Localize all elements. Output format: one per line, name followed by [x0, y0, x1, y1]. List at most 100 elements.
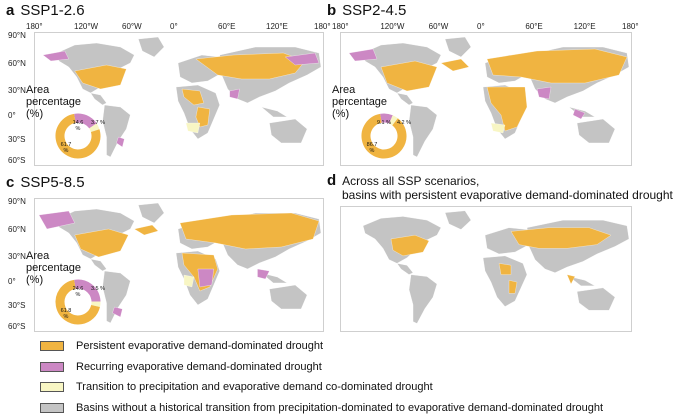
panel-b-map: [340, 32, 632, 166]
basin-persistent: [179, 212, 320, 250]
lon-tick-label: 60°E: [218, 22, 236, 31]
basin-persistent: [498, 263, 512, 275]
panel-b-title: SSP2-4.5: [342, 2, 407, 19]
land-southAmerica: [102, 270, 131, 324]
basin-persistent: [486, 48, 628, 84]
donut-label-transition: 4.2 %: [396, 120, 412, 126]
land-seAsia: [261, 272, 288, 284]
land-centralAmerica: [396, 92, 414, 106]
panel-d-letter: d: [327, 172, 337, 189]
basin-transition: [490, 122, 506, 134]
basin-recurring: [229, 88, 240, 100]
panel-c-header: c SSP5-8.5: [6, 174, 85, 191]
world-map-d: [362, 210, 630, 324]
basin-persistent: [510, 227, 612, 249]
legend-label-transition: Transition to precipitation and evaporat…: [76, 381, 433, 393]
donut-slice-recurring: [55, 279, 101, 325]
basin-recurring: [536, 86, 552, 100]
lon-tick-label: 0°: [170, 22, 178, 31]
lat-tick-label: 0°: [8, 277, 16, 287]
basin-persistent: [508, 280, 518, 294]
panel-d-subtitle: basins with persistent evaporative deman…: [342, 188, 673, 202]
basin-recurring: [284, 52, 320, 66]
panel-c-map: [34, 198, 324, 332]
donut-label-transition: 3.7 %: [90, 120, 106, 126]
panel-d-header: d Across all SSP scenarios, basins with p…: [327, 172, 673, 202]
world-map-c: [38, 202, 322, 324]
land-australia: [269, 284, 308, 310]
land-greenland: [138, 36, 165, 58]
basin-recurring: [572, 108, 586, 120]
donut-label-persistent: 86.7 %: [366, 142, 378, 154]
lat-tick-label: 30°N: [8, 252, 26, 262]
world-map-a: [42, 36, 322, 158]
land-seAsia: [568, 276, 596, 287]
land-greenland: [138, 202, 165, 224]
area-donut-chart: [361, 113, 407, 159]
land-greenland: [444, 210, 472, 230]
panel-c-title: SSP5-8.5: [20, 174, 85, 191]
panel-d-map: [340, 206, 632, 332]
basin-transition: [185, 122, 201, 134]
legend-item-persistent: Persistent evaporative demand-dominated …: [40, 340, 323, 352]
area-percentage-title: Area percentage (%): [332, 84, 388, 120]
basin-recurring: [116, 136, 125, 148]
legend-item-none: Basins without a historical transition f…: [40, 402, 603, 414]
donut-label-transition: 3.5 %: [90, 286, 106, 292]
basin-persistent: [566, 274, 576, 285]
land-centralAmerica: [90, 258, 107, 272]
legend-swatch-persistent: [40, 341, 64, 351]
basin-persistent: [440, 58, 470, 72]
donut-label-recurring: 14.6 %: [72, 120, 84, 132]
donut-label-recurring: 24.6 %: [72, 286, 84, 298]
basin-persistent: [195, 106, 210, 128]
basin-persistent: [181, 88, 205, 106]
basin-recurring: [38, 210, 75, 230]
legend-label-none: Basins without a historical transition f…: [76, 402, 604, 414]
basin-persistent: [133, 224, 159, 236]
donut-slice-recurring: [55, 113, 101, 159]
panel-a-header: a SSP1-2.6: [6, 2, 85, 19]
lat-tick-label: 60°S: [8, 322, 26, 332]
donut-label-persistent: 61.7 %: [60, 142, 72, 154]
panel-a-letter: a: [6, 2, 15, 19]
lon-tick-label: 120°W: [380, 22, 405, 31]
basin-recurring: [257, 268, 270, 280]
panel-b-header: b SSP2-4.5: [327, 2, 406, 19]
donut-label-recurring: 9.1 %: [376, 120, 392, 126]
lon-tick-label: 120°W: [74, 22, 99, 31]
lon-tick-label: 180°: [622, 22, 639, 31]
area-donut-chart: [55, 279, 101, 325]
lon-tick-label: 60°W: [428, 22, 449, 31]
land-australia: [576, 118, 616, 144]
basin-persistent: [486, 86, 528, 132]
panel-b-letter: b: [327, 2, 337, 19]
basin-persistent: [390, 235, 430, 256]
lon-tick-label: 60°W: [122, 22, 142, 31]
area-percentage-title: Area percentage (%): [26, 250, 82, 286]
land-centralAmerica: [90, 92, 107, 106]
lat-tick-label: 30°S: [8, 135, 26, 145]
donut-slice-persistent: [361, 113, 407, 159]
legend-swatch-recurring: [40, 362, 64, 372]
panel-d-title: Across all SSP scenarios,: [342, 174, 480, 188]
basin-persistent: [195, 52, 306, 80]
lon-tick-label: 0°: [477, 22, 485, 31]
legend-item-transition: Transition to precipitation and evaporat…: [40, 381, 433, 393]
lon-tick-label: 60°E: [525, 22, 543, 31]
lat-tick-label: 90°N: [8, 196, 26, 206]
legend-swatch-none: [40, 403, 64, 413]
lon-tick-label: 180°: [332, 22, 349, 31]
land-seAsia: [261, 106, 288, 118]
land-southAmerica: [408, 274, 438, 324]
basin-recurring: [197, 268, 214, 288]
world-map-b: [348, 36, 630, 158]
lat-tick-label: 30°S: [8, 301, 26, 311]
panel-a-map: [34, 32, 324, 166]
land-australia: [576, 287, 616, 311]
lon-tick-label: 180°: [314, 22, 331, 31]
lat-tick-label: 60°S: [8, 156, 26, 166]
donut-label-persistent: 61.8 %: [60, 308, 72, 320]
lat-tick-label: 0°: [8, 111, 16, 121]
land-africa: [482, 255, 528, 307]
